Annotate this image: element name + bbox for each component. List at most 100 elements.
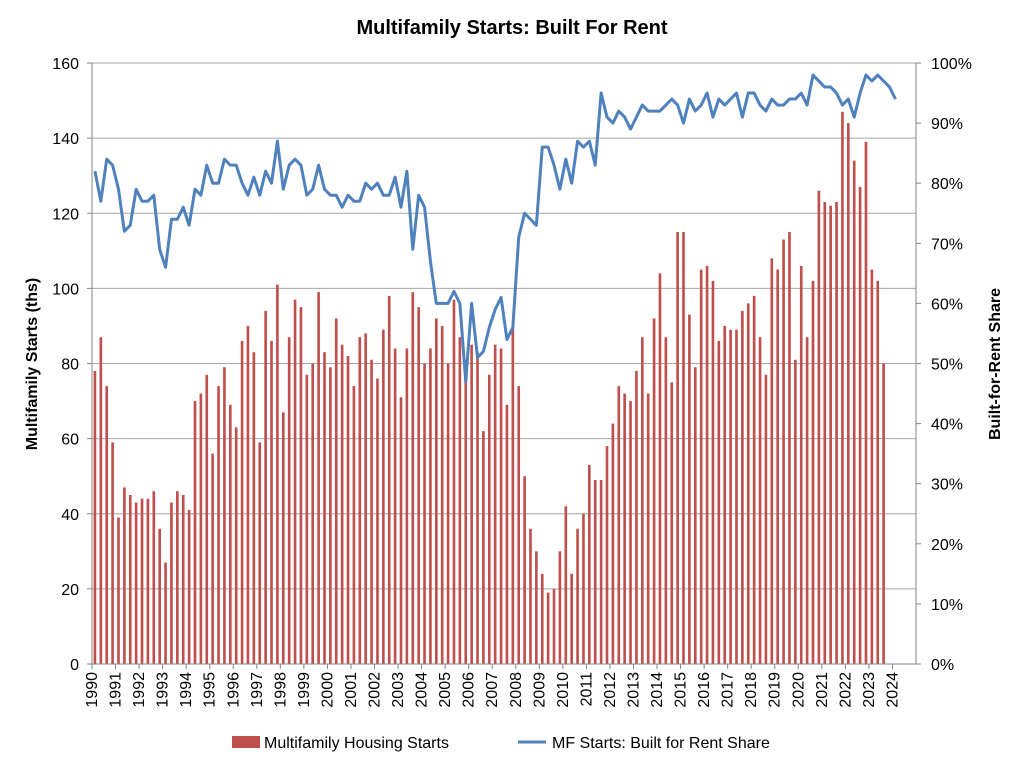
- bar: [764, 374, 768, 664]
- bar: [140, 498, 144, 664]
- bar: [523, 476, 526, 664]
- bar: [276, 284, 279, 664]
- bar: [429, 348, 432, 664]
- right-tick-label: 80%: [931, 176, 963, 193]
- x-tick-label: 2020: [790, 672, 807, 708]
- bar: [464, 359, 468, 664]
- bar: [735, 329, 738, 664]
- share-line: [93, 73, 897, 384]
- bar: [505, 404, 509, 664]
- bar: [835, 201, 838, 664]
- bar: [758, 337, 762, 664]
- bar: [252, 352, 256, 664]
- x-tick-label: 2005: [437, 672, 454, 708]
- x-tick-label: 1994: [178, 672, 195, 708]
- bar: [305, 374, 309, 664]
- bar: [117, 517, 120, 664]
- x-tick-label: 1992: [131, 672, 148, 708]
- bar: [682, 232, 685, 664]
- x-tick-label: 1997: [249, 672, 266, 708]
- bar: [370, 359, 373, 664]
- bar: [558, 551, 562, 664]
- bar: [652, 318, 656, 664]
- bar: [770, 258, 774, 664]
- bar: [364, 333, 368, 664]
- bar: [411, 292, 415, 664]
- bar: [340, 344, 344, 664]
- x-tick-label: 2021: [814, 672, 831, 708]
- bar: [270, 340, 273, 664]
- x-tick-label: 2024: [884, 672, 901, 708]
- bar: [499, 348, 503, 664]
- left-tick-label: 20: [61, 582, 79, 599]
- bar: [617, 386, 621, 664]
- bar: [723, 325, 727, 664]
- bar: [487, 374, 491, 664]
- bar: [788, 232, 791, 664]
- x-tick-label: 1991: [108, 672, 125, 708]
- right-tick-label: 50%: [931, 357, 963, 374]
- bar: [623, 393, 626, 664]
- left-axis-title: Multifamily Starts (ths): [24, 278, 41, 450]
- bar: [611, 423, 615, 664]
- bar: [293, 299, 297, 664]
- x-tick-label: 2018: [743, 672, 760, 708]
- left-tick-label: 40: [61, 507, 79, 524]
- bar: [352, 386, 356, 664]
- bar: [752, 295, 756, 664]
- right-tick-label: 20%: [931, 537, 963, 554]
- bar: [864, 141, 868, 665]
- bar: [246, 325, 250, 664]
- bar: [405, 348, 409, 664]
- bar: [846, 123, 850, 665]
- x-tick-label: 2017: [720, 672, 737, 708]
- bar: [688, 314, 691, 664]
- x-tick-label: 2019: [767, 672, 784, 708]
- bar: [693, 367, 697, 664]
- bar: [193, 401, 197, 664]
- right-tick-label: 10%: [931, 597, 963, 614]
- x-tick-label: 2003: [390, 672, 407, 708]
- bar: [699, 269, 703, 664]
- bar: [741, 310, 744, 664]
- bar: [170, 502, 173, 664]
- bar: [211, 453, 214, 664]
- bar: [317, 292, 320, 664]
- bar: [217, 386, 220, 664]
- x-tick-label: 2012: [602, 672, 619, 708]
- legend-bar-label: Multifamily Housing Starts: [264, 735, 449, 752]
- bar: [93, 371, 97, 664]
- legend-line-label: MF Starts: Built for Rent Share: [552, 735, 770, 752]
- x-tick-label: 2011: [578, 672, 595, 707]
- x-tick-label: 1999: [296, 672, 313, 708]
- bar-series: [93, 111, 885, 665]
- bar: [228, 404, 232, 664]
- bar: [205, 374, 209, 664]
- left-axis-ticks: 0 20 40 60 80 100 120 140 160: [52, 56, 92, 674]
- bar: [882, 363, 885, 664]
- bar: [599, 479, 603, 664]
- bar: [346, 355, 350, 664]
- bar: [776, 269, 780, 664]
- bar: [134, 502, 138, 664]
- bar: [646, 393, 650, 664]
- bar: [546, 592, 550, 664]
- bar: [299, 307, 303, 664]
- bar: [593, 479, 597, 664]
- bar: [323, 352, 326, 664]
- bar: [817, 190, 821, 664]
- left-tick-label: 140: [52, 131, 79, 148]
- bar: [476, 352, 479, 664]
- bar: [258, 442, 262, 664]
- right-tick-label: 40%: [931, 417, 963, 434]
- bar: [458, 337, 462, 664]
- bar: [99, 337, 103, 664]
- x-tick-label: 2016: [696, 672, 713, 708]
- left-tick-label: 100: [52, 281, 79, 298]
- bar: [482, 431, 485, 664]
- right-tick-label: 90%: [931, 116, 963, 133]
- x-tick-label: 2010: [555, 672, 572, 708]
- x-tick-label: 2023: [861, 672, 878, 708]
- bar: [729, 329, 732, 664]
